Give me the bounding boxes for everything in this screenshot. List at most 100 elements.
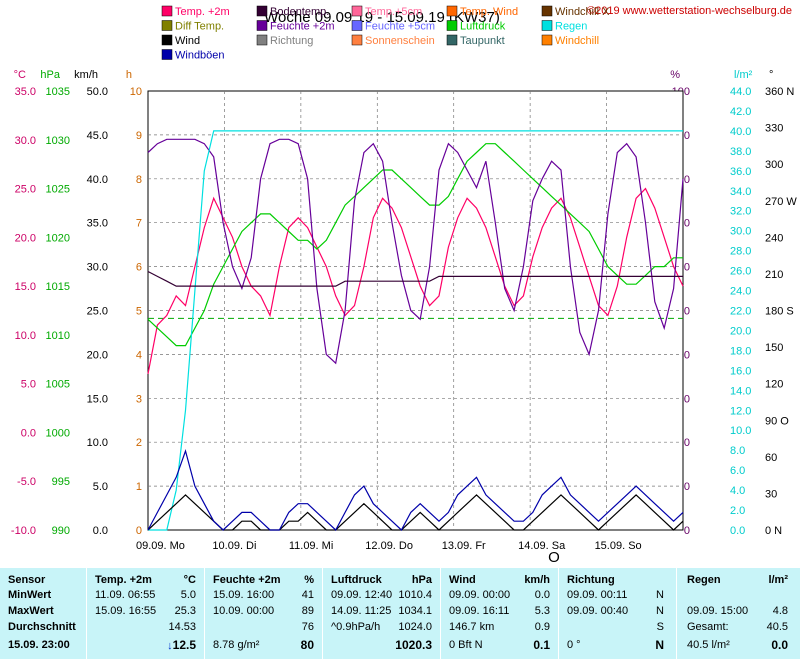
x-tick-label: 14.09. Sa [518,540,566,552]
axis-tick-label: 9 [136,130,142,142]
axis-tick-label: 1020 [46,232,70,244]
axis-tick-label: 150 [765,342,783,354]
axis-tick-label: 10 [130,86,142,98]
pressure-header: Luftdruck [331,574,382,586]
direction-avg-value: S [656,621,664,633]
temp-header: Temp. +2m [95,574,152,586]
rain-unit: l/m² [768,574,788,586]
axis-tick-label: 25.0 [87,306,108,318]
moon-symbol: O [548,549,560,566]
axis-unit: km/h [74,69,98,81]
axis-unit: hPa [40,69,60,81]
axis-unit: l/m² [734,69,753,81]
pressure-avg-value: 1024.0 [398,621,432,633]
chart-title: Woche 09.09.19 - 15.09.19 (KW37) [264,9,500,26]
temp-unit: °C [183,574,196,586]
rain-current-value: 0.0 [771,638,788,652]
axis-tick-label: 210 [765,269,783,281]
axis-tick-label: 40.0 [87,174,108,186]
rain-max-value: 4.8 [772,605,788,617]
axis-tick-label: 38.0 [730,146,751,158]
series-line-luftdruck [147,143,683,347]
axis-tick-label: 6.0 [730,465,745,477]
axis-tick-label: 1030 [46,135,70,147]
temp-current-value: 12.5 [172,638,196,652]
legend-label: Richtung [270,35,313,47]
legend-swatch [256,20,268,31]
humidity-header: Feuchte +2m [213,574,281,586]
axis-tick-label: 10.0 [87,437,108,449]
axis-tick-label: 0 N [765,525,782,537]
wind-avg-value: 0.9 [534,621,550,633]
stats-rain-column: Regen l/m² 09.09. 15:00 4.8 Gesamt: 40.5 40… [677,568,800,659]
axis-tick-label: 4 [136,349,142,361]
axis-tick-label: 5.0 [93,481,108,493]
rain-total-value: 40.5 [766,621,788,633]
axis-tick-label: -5.0 [17,476,36,488]
axis-tick-label: 995 [52,476,70,488]
legend-label: Windböen [175,50,225,62]
axis-tick-label: 20.0 [730,325,751,337]
axis-tick-label: 1035 [46,86,70,98]
axis-tick-label: 240 [765,232,783,244]
legend-label: Temp.+5cm [365,6,422,18]
axis-tick-label: 20.0 [87,349,108,361]
stats-pressure-column: Luftdruck hPa 09.09. 12:40 1010.4 14.09. 1… [323,568,441,659]
temp-avg-value: 14.53 [168,621,196,633]
legend-swatch [161,20,173,31]
axis-tick-label: 180 S [765,306,794,318]
axis-tick-label: 0 [136,525,142,537]
direction-max-value: N [656,605,664,617]
pressure-unit: hPa [411,574,432,586]
axis-tick-label: 30 [765,488,777,500]
axis-tick-label: 1 [136,481,142,493]
humidity-unit: % [304,574,314,586]
axis-tick-label: 5.0 [21,379,36,391]
legend-label: Windchill X [555,6,610,18]
axis-tick-label: 30.0 [87,262,108,274]
legend-swatch [446,34,458,46]
plot-area: 09.09. Mo 10.09. Di 11.09. Mi 12.09. Do 13.0… [136,90,684,552]
axis-tick-label: -10.0 [11,525,36,537]
temp-min-value: 5.0 [180,589,196,601]
axis-tick-label: 16.0 [730,365,751,377]
x-tick-label: 12.09. Do [365,540,413,552]
series-line-regen [148,130,683,531]
axis-tick-label: 34.0 [730,186,751,198]
axis-tick-label: 120 [765,379,783,391]
axis-tick-label: 300 [765,159,783,171]
direction-max-time: 09.09. 00:40 [567,605,629,617]
axis-unit: h [126,69,132,81]
axis-tick-label: 2.0 [730,505,745,517]
legend-label: Diff Temp. [175,21,224,33]
legend-swatch [161,49,173,60]
legend-swatch [541,20,553,31]
humidity-min-value: 41 [301,589,314,601]
axis-tick-label: 15.0 [15,281,36,293]
axis-tick-label: 360 N [765,86,794,98]
series-line-temp-2m [147,187,684,375]
stats-temp-column: Temp. +2m °C 11.09. 06:55 5.0 15.09. 16:55… [87,568,205,659]
axis-tick-label: 12.0 [730,405,751,417]
humidity-max-value: 89 [301,605,314,617]
axis-tick-label: 36.0 [730,166,751,178]
temp-max-value: 25.3 [174,605,196,617]
axis-tick-label: 0.0 [21,427,36,439]
direction-degrees: 0 ° [567,639,581,651]
legend-label: Taupunkt [460,35,505,47]
trend-down-icon: ↓ [167,640,173,652]
axis-tick-label: 1010 [46,330,70,342]
axis-tick-label: 15.0 [87,393,108,405]
wind-current-value: 0.1 [533,638,550,652]
wind-run: 146.7 km [449,621,495,633]
axis-tick-label: 330 [765,123,783,135]
humidity-current-value: 80 [300,638,314,652]
axis-tick-label: 0.0 [730,525,745,537]
axis-tick-label: 60 [765,452,777,464]
stats-humidity-column: Feuchte +2m% 15.09. 16:00 41 10.09. 00:00… [205,568,323,659]
axis-tick-label: 35.0 [87,218,108,230]
axis-tick-label: 25.0 [15,184,36,196]
axis-tick-label: 24.0 [730,286,751,298]
direction-current-value: N [655,638,664,652]
legend-label: Bodentemp. [270,6,329,18]
